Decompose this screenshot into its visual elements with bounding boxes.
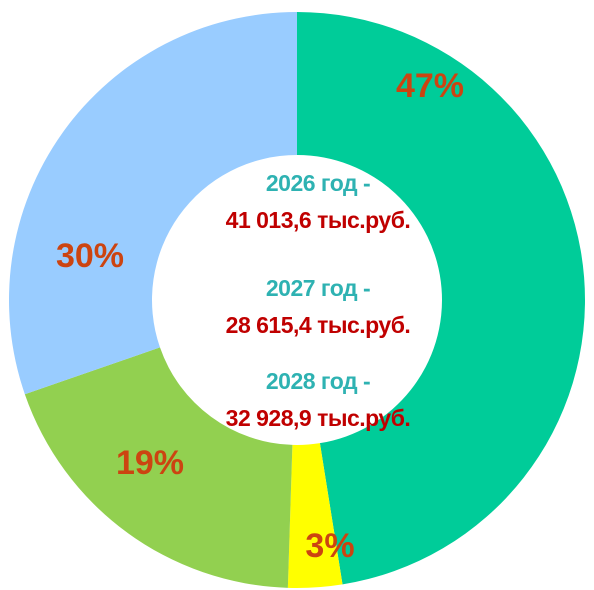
donut-segment [24, 347, 293, 588]
center-annotation: 2026 год - [266, 170, 370, 196]
data-label: 30% [56, 237, 124, 275]
center-annotation: 41 013,6 тыс.руб. [226, 207, 411, 233]
center-annotation: 28 615,4 тыс.руб. [226, 312, 411, 338]
center-annotation: 32 928,9 тыс.руб. [226, 405, 411, 431]
center-annotation: 2028 год - [266, 368, 370, 394]
data-label: 3% [305, 527, 354, 565]
donut-segment [8, 12, 298, 395]
data-label: 47% [396, 67, 464, 105]
donut-segment [287, 443, 343, 588]
data-label: 19% [116, 444, 184, 482]
donut-segment [297, 12, 585, 585]
center-annotation: 2027 год - [266, 275, 370, 301]
